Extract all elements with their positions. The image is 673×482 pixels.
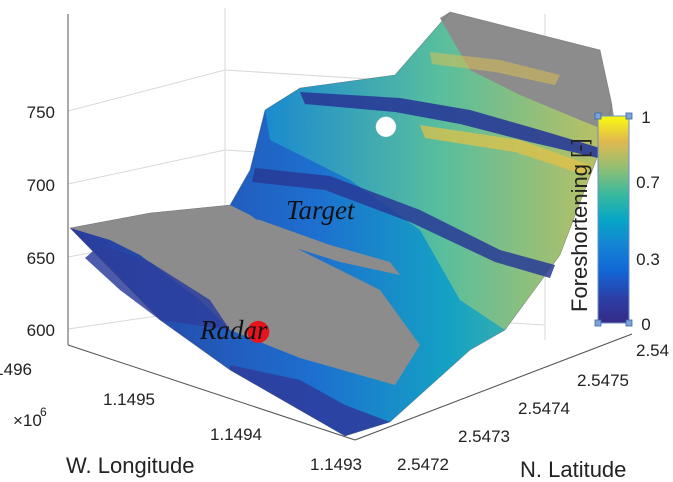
dark-band-3: [230, 365, 390, 436]
y-tick-label: 2.5475: [577, 371, 629, 390]
z-tick-label: 700: [27, 176, 55, 195]
y-axis-label: N. Latitude: [520, 457, 626, 482]
x-tick-label: 1.1494: [210, 425, 262, 444]
gray-shadow-left: [70, 205, 420, 385]
y-tick-label: 2.5474: [518, 399, 570, 418]
colorbar-tick-label: 0: [641, 315, 650, 334]
x-tick-label: .1496: [0, 360, 32, 379]
z-tick-label: 600: [27, 321, 55, 340]
x-axis: .1496 1.1495 1.1494 1.1493 ×10 6 W. Long…: [0, 344, 362, 478]
x-tick-label: 1.1493: [310, 455, 362, 474]
terrain-surface: [69, 11, 620, 437]
dark-band-4: [85, 245, 230, 330]
colorbar: 1 0.7 0.3 0 Foreshortening [-]: [567, 108, 660, 334]
yellow-highlight: [420, 125, 590, 175]
colorbar-label: Foreshortening [-]: [567, 138, 592, 312]
y-tick-label: 2.5473: [458, 427, 510, 446]
z-tick-label: 650: [27, 249, 55, 268]
target-label: Target: [286, 195, 356, 225]
gray-shadow-strip: [230, 216, 400, 275]
x-axis-label: W. Longitude: [66, 453, 194, 478]
yellow-highlight-2: [430, 52, 560, 85]
colorbar-tick-label: 0.3: [636, 250, 660, 269]
y-axis: 2.5472 2.5473 2.5474 2.5475 2.54 N. Lati…: [354, 333, 669, 482]
z-tick-label: 750: [27, 103, 55, 122]
colorbar-tick-label: 0.7: [636, 173, 660, 192]
x-exponent: ×10: [13, 411, 42, 430]
y-tick-label: 2.5472: [397, 455, 449, 474]
z-axis: 750 700 650 600: [27, 14, 69, 345]
x-tick-label: 1.1495: [103, 390, 155, 409]
dark-band-1: [300, 92, 600, 158]
x-exponent-power: 6: [40, 405, 47, 419]
surface-outline: [69, 11, 613, 437]
colorbar-tick-label: 1: [641, 108, 650, 127]
radar-label: Radar: [199, 315, 268, 345]
target-marker: [375, 116, 397, 138]
radar-marker: [247, 320, 270, 343]
dark-band-2: [252, 168, 555, 278]
y-tick-label: 2.54: [636, 341, 669, 360]
